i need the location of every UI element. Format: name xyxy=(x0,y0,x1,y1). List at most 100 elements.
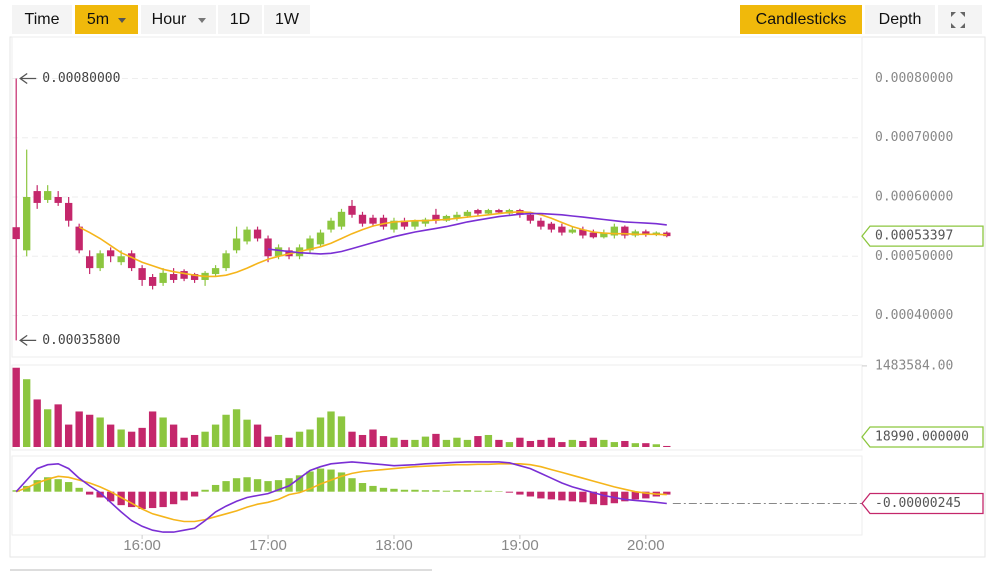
toolbar: Time 5m Hour 1D 1W Candlesticks Depth xyxy=(12,5,982,34)
candle-body xyxy=(400,220,409,227)
moving-average-line xyxy=(78,210,667,278)
view-label: Depth xyxy=(879,11,922,28)
volume-tick-label: 1483584.00 xyxy=(875,358,953,373)
depth-tab[interactable] xyxy=(865,5,935,34)
volume-bar xyxy=(379,436,388,447)
volume-bar xyxy=(85,414,94,447)
candle-body xyxy=(148,277,157,286)
volume-bar xyxy=(12,367,20,447)
volume-bar xyxy=(348,431,356,447)
volume-bar xyxy=(589,437,598,447)
candle-body xyxy=(348,205,356,215)
volume-bar xyxy=(75,411,83,447)
macd-bar xyxy=(379,487,388,492)
volume-bar xyxy=(169,424,178,447)
annotation-arrow xyxy=(19,334,37,346)
candle-body xyxy=(264,238,272,257)
candle-body xyxy=(568,229,577,233)
candle-body xyxy=(316,232,325,245)
volume-bar xyxy=(495,439,503,447)
y-tick-label: 0.00070000 xyxy=(875,130,953,145)
macd-bar xyxy=(516,491,524,495)
interval-1w[interactable] xyxy=(264,5,310,34)
candle-body xyxy=(379,217,388,227)
volume-bar xyxy=(642,443,650,447)
candle-body xyxy=(358,214,367,224)
macd-bar xyxy=(222,481,230,492)
candle-body xyxy=(117,256,125,263)
volume-bar xyxy=(568,439,577,447)
candle-body xyxy=(621,226,629,236)
volume-bar xyxy=(337,416,346,447)
volume-bar xyxy=(442,439,451,447)
volume-bar xyxy=(432,433,440,447)
candle-body xyxy=(96,253,104,269)
macd-bar xyxy=(526,491,535,497)
macd-bar xyxy=(64,482,73,492)
x-tick-label: 20:00 xyxy=(627,537,665,554)
macd-bar xyxy=(621,491,629,502)
candle-body xyxy=(642,231,650,235)
macd-bar xyxy=(264,481,272,492)
candle-body xyxy=(85,256,94,269)
price-tag-label: 0.00053397 xyxy=(875,229,953,244)
volume-bar xyxy=(652,444,660,447)
volume-bar xyxy=(159,417,167,447)
candle-body xyxy=(600,232,608,238)
volume-bar xyxy=(358,434,367,447)
volume-bar xyxy=(537,439,545,447)
volume-bar xyxy=(600,439,608,447)
candle-body xyxy=(12,227,20,240)
macd-bar xyxy=(348,478,356,492)
macd-bar xyxy=(463,490,472,492)
y-tick-label: 0.00040000 xyxy=(875,308,953,323)
candle-body xyxy=(495,210,503,213)
time-button[interactable] xyxy=(12,5,72,34)
volume-bar xyxy=(579,440,587,447)
volume-bar xyxy=(390,437,398,447)
chart-frame xyxy=(9,36,986,558)
candle-body xyxy=(547,223,556,230)
volume-bar xyxy=(505,442,514,447)
macd-panel xyxy=(11,455,863,536)
interval-1d[interactable] xyxy=(218,5,262,34)
volume-bar xyxy=(306,429,314,447)
candle-body xyxy=(526,214,535,221)
candle-body xyxy=(44,191,52,200)
price-tag-box xyxy=(861,225,984,247)
macd-bar xyxy=(96,491,104,498)
volume-panel xyxy=(11,364,863,451)
macd-bar xyxy=(547,491,556,500)
macd-bar xyxy=(253,479,262,492)
volume-bar xyxy=(631,443,640,447)
candle-body xyxy=(180,271,188,279)
macd-bar xyxy=(579,491,587,503)
fullscreen-button[interactable] xyxy=(938,5,982,34)
candle-body xyxy=(159,272,167,283)
annotation-label: 0.00080000 xyxy=(42,71,120,86)
volume-bar xyxy=(558,442,566,447)
interval-5m[interactable] xyxy=(75,5,138,34)
candle-body xyxy=(484,210,493,214)
volume-bar xyxy=(127,431,136,447)
volume-bar xyxy=(117,429,125,447)
volume-bar xyxy=(232,409,241,447)
candle-body xyxy=(64,202,73,221)
macd-bar xyxy=(432,490,440,492)
candlesticks-tab[interactable] xyxy=(740,5,862,34)
volume-bar xyxy=(610,442,619,447)
volume-bar xyxy=(663,445,671,447)
volume-bar xyxy=(526,440,535,447)
volume-bar xyxy=(400,439,409,447)
volume-bar xyxy=(421,436,430,447)
candle-body xyxy=(54,197,62,203)
candle-body xyxy=(537,220,545,227)
volume-bar xyxy=(190,434,199,447)
annotation-label: 0.00035800 xyxy=(42,333,120,348)
y-tick-label: 0.00080000 xyxy=(875,71,953,86)
volume-bar xyxy=(274,434,283,447)
macd-bar xyxy=(54,479,62,492)
candle-body xyxy=(369,217,377,224)
macd-bar xyxy=(568,491,577,502)
candle-body xyxy=(243,229,251,242)
